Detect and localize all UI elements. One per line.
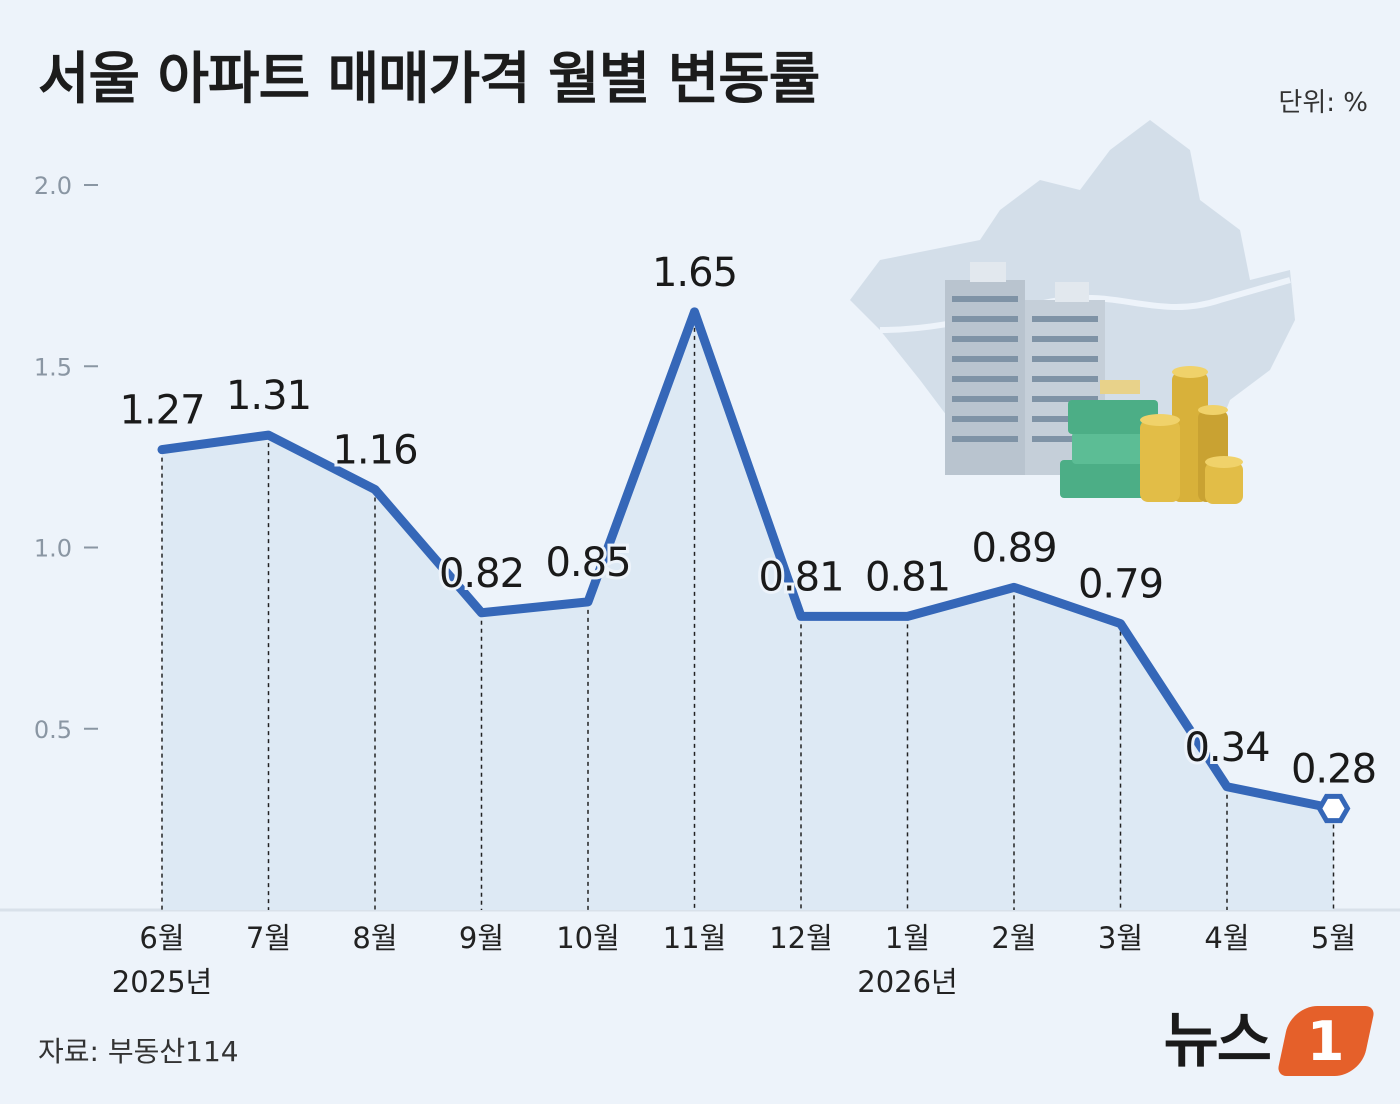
- brand-text: 뉴스: [1163, 1006, 1272, 1076]
- x-tick-label: 9월: [459, 921, 504, 955]
- y-tick-label: 1.0: [34, 535, 72, 563]
- data-label: 1.27: [119, 388, 204, 434]
- data-label: 0.81: [758, 554, 843, 600]
- money-stack-icon: [1060, 380, 1162, 498]
- data-label: 1.65: [652, 250, 737, 296]
- x-tick-label: 3월: [1098, 921, 1143, 955]
- x-tick-label: 11월: [663, 921, 727, 955]
- data-label: 0.79: [1078, 562, 1163, 608]
- series-line: [157, 307, 1338, 813]
- chart-title: 서울 아파트 매매가격 월별 변동률: [38, 47, 820, 112]
- brand-mark-icon: 1: [1276, 1006, 1376, 1076]
- source-label: 자료: 부동산114: [38, 1035, 239, 1068]
- x-tick-label: 6월: [139, 921, 184, 955]
- data-label: 0.28: [1291, 747, 1376, 793]
- brand-mark-number: 1: [1307, 1009, 1345, 1073]
- data-label: 0.89: [971, 525, 1056, 571]
- data-label: 0.82: [439, 551, 524, 597]
- x-tick-label: 8월: [352, 921, 397, 955]
- x-tick-label: 2월: [991, 921, 1036, 955]
- y-tick-label: 2.0: [34, 172, 72, 200]
- apartment-buildings-icon: [945, 262, 1105, 475]
- year-label: 2026년: [857, 965, 957, 999]
- x-tick-label: 1월: [885, 921, 930, 955]
- unit-label: 단위: %: [1278, 88, 1368, 118]
- data-label: 0.81: [865, 554, 950, 600]
- x-tick-label: 12월: [769, 921, 833, 955]
- y-tick-label: 1.5: [34, 353, 72, 381]
- x-tick-label: 4월: [1204, 921, 1249, 955]
- x-tick-label: 10월: [556, 921, 620, 955]
- brand-logo: 뉴스 1: [1163, 1006, 1376, 1076]
- data-label: 0.34: [1184, 725, 1269, 771]
- data-label: 1.16: [332, 428, 417, 474]
- x-tick-label: 7월: [246, 921, 291, 955]
- data-label: 0.85: [545, 540, 630, 586]
- x-tick-label: 5월: [1311, 921, 1356, 955]
- series-area: [162, 311, 1334, 910]
- data-label: 1.31: [226, 373, 311, 419]
- gold-coins-icon: [1140, 366, 1243, 504]
- year-label: 2025년: [112, 965, 212, 999]
- last-point-marker: [1316, 793, 1351, 824]
- y-tick-label: 0.5: [34, 716, 72, 744]
